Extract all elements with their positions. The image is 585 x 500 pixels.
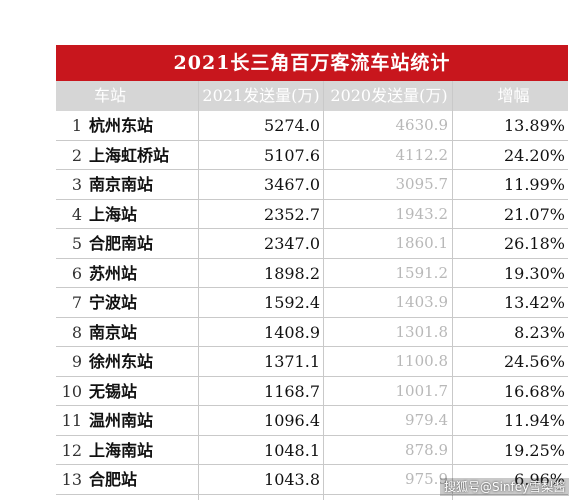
row-station-name: 合肥南站 — [89, 234, 154, 253]
row-2021-sent: 1898.2 — [264, 263, 320, 283]
table-title: 2021长三角百万客流车站统计 — [56, 45, 568, 81]
table-row: 12 上海南站 1048.1 878.9 19.25% — [56, 436, 568, 465]
header-growth: 增幅 — [497, 86, 530, 105]
column-divider — [198, 81, 199, 500]
table-row: 10 无锡站 1168.7 1001.7 16.68% — [56, 377, 568, 406]
table-row: 11 温州南站 1096.4 979.4 11.94% — [56, 406, 568, 436]
row-rank: 5 — [71, 234, 82, 253]
row-2021-sent: 1408.9 — [264, 322, 320, 342]
header-2021-sent: 2021发送量(万) — [202, 86, 320, 105]
column-divider — [452, 81, 453, 500]
row-2021-sent: 5274.0 — [264, 116, 320, 135]
row-2020-sent: 1860.1 — [395, 234, 449, 252]
row-growth: 19.25% — [503, 440, 565, 460]
row-growth: 13.42% — [503, 293, 565, 312]
column-divider — [323, 81, 324, 500]
sohu-watermark: 搜狐号@Sinfey雪梨酱 — [440, 478, 570, 496]
row-2021-sent: 2352.7 — [264, 204, 320, 224]
row-rank: 12 — [61, 440, 82, 460]
row-station-name: 苏州站 — [89, 263, 138, 283]
row-2020-sent: 1001.7 — [395, 381, 449, 400]
row-rank: 13 — [61, 470, 82, 489]
row-2020-sent: 1591.2 — [395, 263, 449, 282]
table-row: 7 宁波站 1592.4 1403.9 13.42% — [56, 288, 568, 318]
row-2020-sent: 878.9 — [405, 440, 448, 459]
row-2021-sent: 1096.4 — [264, 411, 320, 430]
row-growth: 26.18% — [503, 234, 565, 253]
row-rank: 10 — [61, 381, 82, 401]
table-row: 1 杭州东站 5274.0 4630.9 13.89% — [56, 111, 568, 141]
row-station-name: 上海虹桥站 — [89, 145, 170, 165]
table-row: 4 上海站 2352.7 1943.2 21.07% — [56, 200, 568, 229]
row-2021-sent: 1371.1 — [264, 352, 320, 371]
row-growth: 19.30% — [503, 263, 565, 283]
row-station-name: 南京站 — [89, 322, 138, 342]
row-2020-sent: 4112.2 — [395, 145, 449, 164]
row-2020-sent: 1301.8 — [395, 322, 449, 341]
row-rank: 9 — [71, 352, 82, 371]
header-station: 车站 — [94, 86, 127, 105]
row-2020-sent: 979.4 — [405, 411, 448, 429]
table-body: 1 杭州东站 5274.0 4630.9 13.89% 2 上海虹桥站 5107… — [56, 111, 568, 500]
row-2021-sent: 1043.8 — [264, 470, 320, 489]
row-growth: 21.07% — [503, 204, 565, 224]
row-2020-sent: 1403.9 — [395, 293, 449, 311]
row-rank: 3 — [71, 175, 82, 194]
table-row: 3 南京南站 3467.0 3095.7 11.99% — [56, 170, 568, 200]
row-growth: 16.68% — [503, 381, 565, 401]
row-station-name: 温州南站 — [89, 411, 154, 430]
row-rank: 2 — [71, 145, 82, 165]
row-growth: 13.89% — [503, 116, 565, 135]
row-station-name: 无锡站 — [89, 381, 138, 401]
header-2020-sent: 2020发送量(万) — [330, 86, 448, 105]
row-2020-sent: 4630.9 — [395, 116, 449, 134]
row-station-name: 南京南站 — [89, 175, 154, 194]
row-growth: 11.99% — [503, 175, 565, 194]
row-growth: 11.94% — [503, 411, 565, 430]
table-row: 9 徐州东站 1371.1 1100.8 24.56% — [56, 347, 568, 377]
row-station-name: 上海南站 — [89, 440, 154, 460]
row-growth: 24.20% — [503, 145, 565, 165]
row-growth: 8.23% — [514, 322, 565, 342]
row-station-name: 上海站 — [89, 204, 138, 224]
row-station-name: 徐州东站 — [89, 352, 154, 371]
table-row: 5 合肥南站 2347.0 1860.1 26.18% — [56, 229, 568, 259]
table-row: 13 合肥站 1043.8 975.9 6.96% — [56, 465, 568, 495]
table-row: 8 南京站 1408.9 1301.8 8.23% — [56, 318, 568, 347]
table-row: 6 苏州站 1898.2 1591.2 19.30% — [56, 259, 568, 288]
table-header-row: 车站 2021发送量(万) 2020发送量(万) 增幅 — [56, 81, 568, 111]
row-2020-sent: 3095.7 — [395, 175, 449, 193]
row-2020-sent: 975.9 — [405, 470, 448, 488]
table-row: 2 上海虹桥站 5107.6 4112.2 24.20% — [56, 141, 568, 170]
row-2021-sent: 2347.0 — [264, 234, 320, 253]
row-2021-sent: 5107.6 — [264, 145, 320, 165]
row-2020-sent: 1943.2 — [395, 204, 449, 223]
row-station-name: 杭州东站 — [89, 116, 154, 135]
row-growth: 24.56% — [503, 352, 565, 371]
row-rank: 6 — [71, 263, 82, 283]
row-rank: 1 — [71, 116, 82, 135]
row-rank: 7 — [71, 293, 82, 312]
row-2021-sent: 1048.1 — [264, 440, 320, 460]
row-rank: 4 — [71, 204, 82, 224]
row-rank: 8 — [71, 322, 82, 342]
row-station-name: 合肥站 — [89, 470, 138, 489]
row-2020-sent: 1100.8 — [395, 352, 449, 370]
row-2021-sent: 1168.7 — [264, 381, 320, 401]
row-2021-sent: 3467.0 — [264, 175, 320, 194]
row-2021-sent: 1592.4 — [264, 293, 320, 312]
row-station-name: 宁波站 — [89, 293, 138, 312]
row-rank: 11 — [61, 411, 82, 430]
row-growth: 6.96% — [514, 470, 565, 489]
